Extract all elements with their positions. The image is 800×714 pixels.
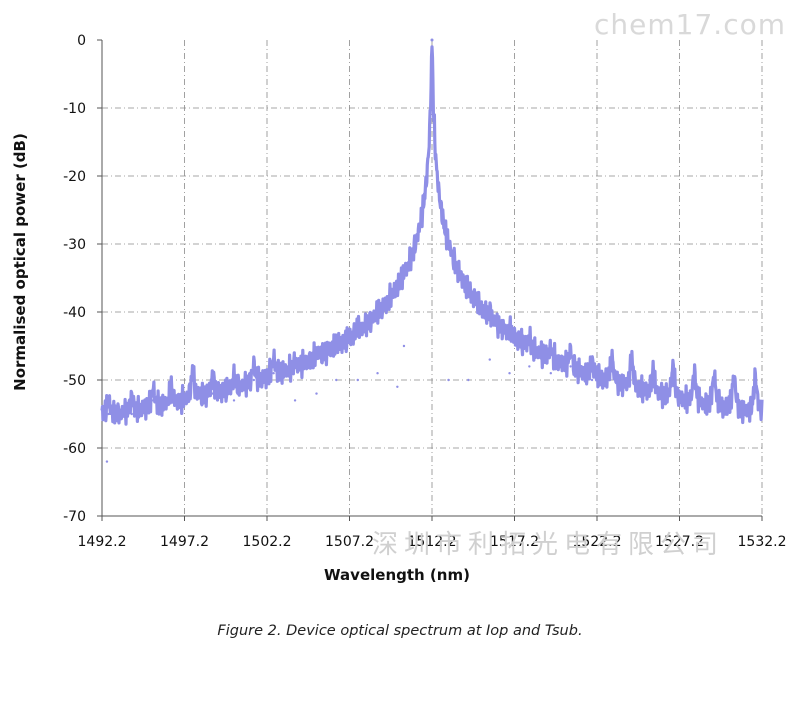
y-axis-ticks: 0 -10 -20 -30 -40 -50 -60 -70 bbox=[63, 33, 102, 525]
side-mode-peak bbox=[528, 365, 531, 368]
side-mode-peak bbox=[151, 399, 155, 402]
side-mode-peak bbox=[252, 378, 255, 382]
side-mode-peak bbox=[105, 460, 109, 463]
side-mode-peak bbox=[569, 365, 572, 368]
side-mode-peak bbox=[508, 372, 511, 375]
side-mode-peak bbox=[732, 378, 736, 382]
side-mode-peak bbox=[671, 372, 675, 375]
side-mode-peak bbox=[549, 372, 552, 375]
y-tick-label: -10 bbox=[63, 101, 86, 117]
side-mode-peak bbox=[335, 378, 338, 382]
y-tick-label: -70 bbox=[63, 509, 86, 525]
x-tick-label: 1497.2 bbox=[160, 534, 209, 550]
side-mode-peak bbox=[630, 365, 633, 368]
side-mode-peak bbox=[107, 412, 110, 416]
side-mode-peak bbox=[376, 372, 379, 375]
side-mode-peak bbox=[467, 378, 470, 382]
side-mode-peak bbox=[191, 378, 194, 382]
side-mode-peak bbox=[272, 372, 275, 375]
x-tick-label: 1527.2 bbox=[655, 534, 704, 550]
x-axis-label: Wavelength (nm) bbox=[324, 566, 470, 584]
watermark-bottom: 深圳市利拓光电有限公司 bbox=[372, 530, 725, 560]
side-mode-peak bbox=[651, 378, 655, 382]
side-mode-peak bbox=[315, 392, 318, 395]
side-mode-peak bbox=[293, 399, 297, 402]
y-tick-label: -30 bbox=[63, 237, 86, 253]
y-tick-label: -60 bbox=[63, 441, 86, 457]
side-mode-peak bbox=[356, 378, 359, 382]
x-tick-label: 1522.2 bbox=[573, 534, 622, 550]
y-tick-label: 0 bbox=[77, 33, 86, 49]
x-tick-label: 1512.2 bbox=[408, 534, 457, 550]
x-tick-label: 1507.2 bbox=[325, 534, 374, 550]
side-mode-peak bbox=[754, 378, 757, 382]
figure-caption: Figure 2. Device optical spectrum at Iop… bbox=[217, 623, 583, 639]
side-mode-peak bbox=[396, 385, 399, 388]
y-tick-label: -50 bbox=[63, 373, 86, 389]
x-tick-label: 1502.2 bbox=[243, 534, 292, 550]
y-axis-label: Normalised optical power (dB) bbox=[11, 133, 29, 391]
spectrum-chart: 1492.2 1497.2 1502.2 1507.2 1512.2 1517.2 1522… bbox=[11, 33, 787, 584]
side-mode-peak bbox=[712, 378, 716, 382]
side-mode-peak bbox=[402, 344, 406, 348]
x-tick-label: 1532.2 bbox=[738, 534, 787, 550]
y-tick-label: -40 bbox=[63, 305, 86, 321]
main-lasing-peak bbox=[430, 38, 434, 42]
x-tick-label: 1517.2 bbox=[490, 534, 539, 550]
watermark-top: chem17.com bbox=[594, 8, 786, 41]
side-mode-peak bbox=[170, 399, 173, 402]
side-mode-peak bbox=[447, 378, 450, 382]
side-mode-peak bbox=[232, 399, 236, 402]
spectrum-line bbox=[100, 45, 764, 426]
side-mode-peak bbox=[130, 412, 133, 416]
x-axis-ticks: 1492.2 1497.2 1502.2 1507.2 1512.2 1517.2 1522… bbox=[78, 516, 787, 550]
side-mode-peak bbox=[211, 392, 214, 395]
x-tick-label: 1492.2 bbox=[78, 534, 127, 550]
side-mode-peak bbox=[693, 378, 696, 382]
side-mode-peak bbox=[610, 365, 614, 368]
series-layer bbox=[100, 38, 764, 463]
side-mode-peak bbox=[590, 378, 594, 382]
side-mode-peak bbox=[488, 358, 491, 361]
y-tick-label: -20 bbox=[63, 169, 86, 185]
